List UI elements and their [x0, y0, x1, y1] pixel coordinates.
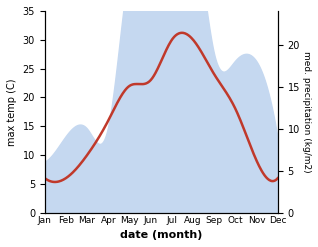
Y-axis label: med. precipitation (kg/m2): med. precipitation (kg/m2): [302, 51, 311, 173]
X-axis label: date (month): date (month): [120, 230, 203, 240]
Y-axis label: max temp (C): max temp (C): [7, 78, 17, 145]
